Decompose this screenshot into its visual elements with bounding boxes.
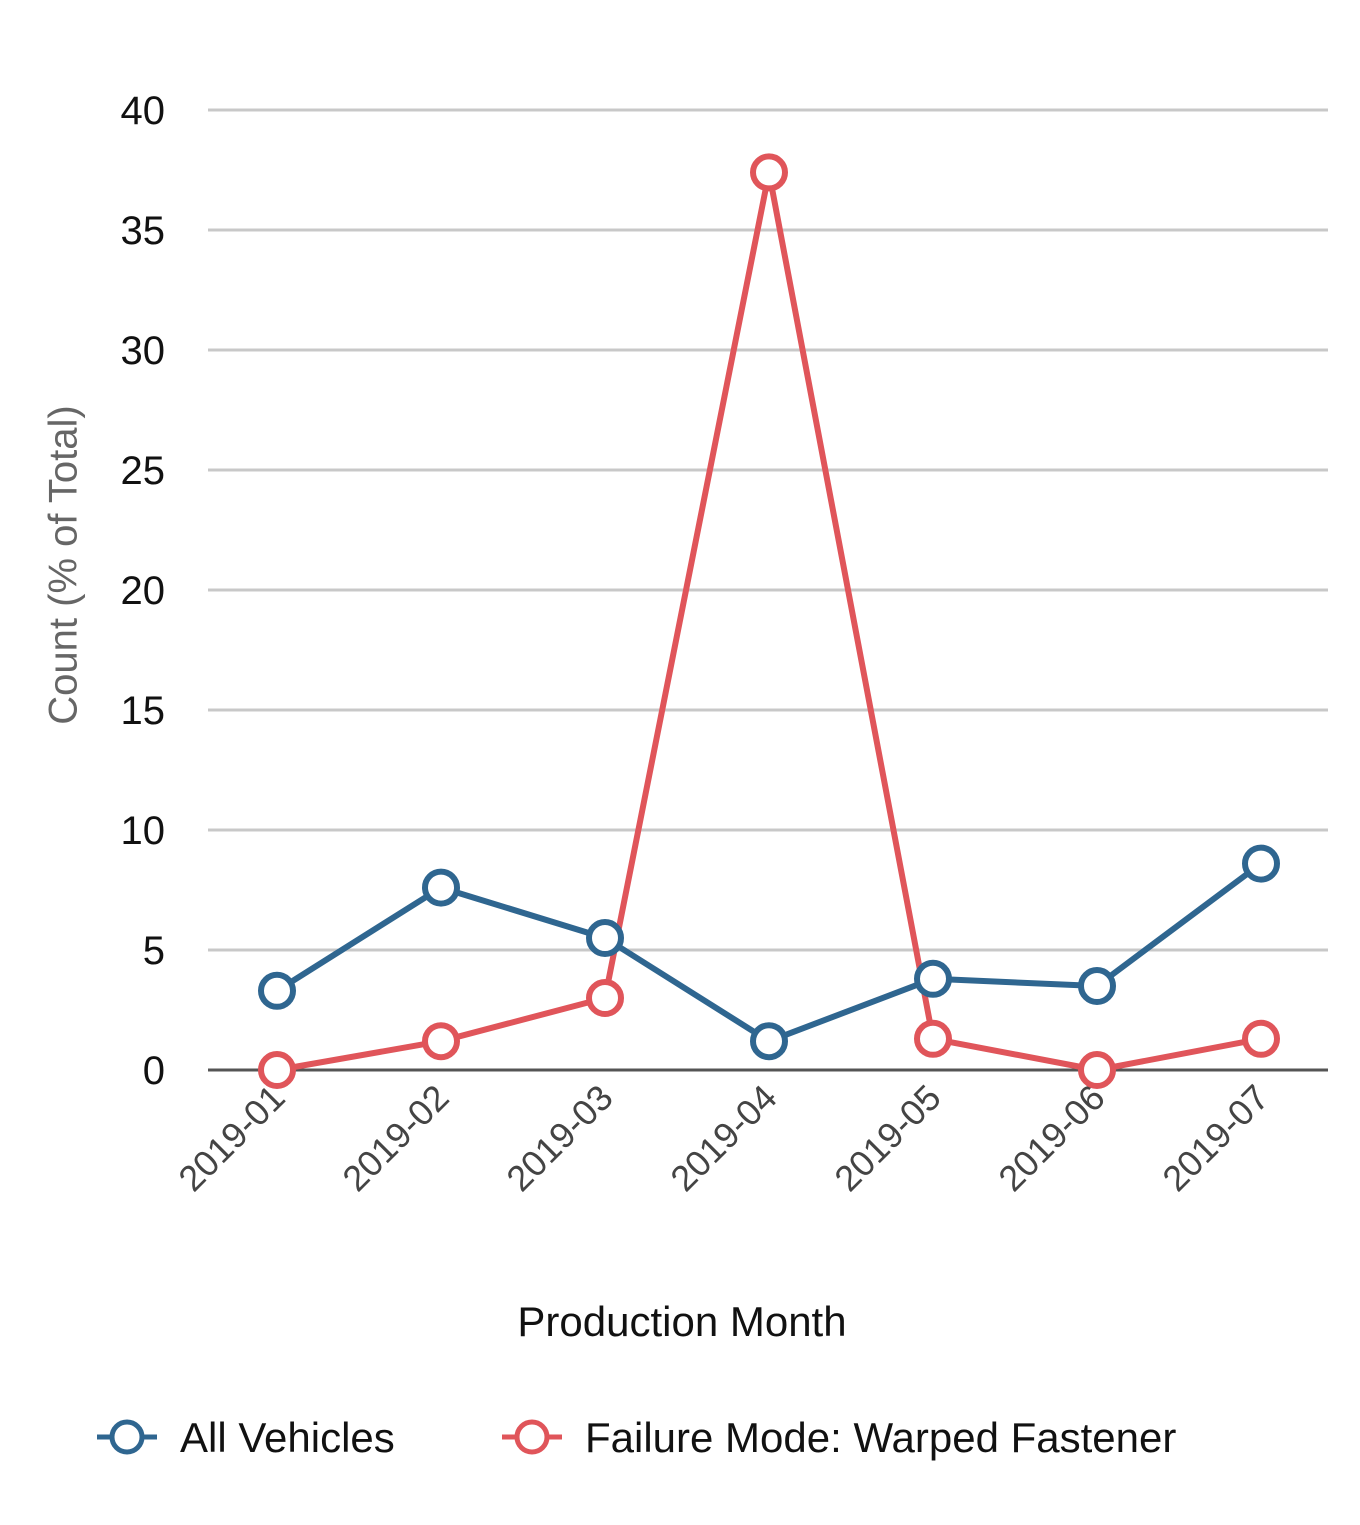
series-line xyxy=(274,169,1264,1073)
series-lines xyxy=(258,153,1280,1089)
y-tick-label: 30 xyxy=(121,329,166,373)
y-tick-label: 15 xyxy=(121,689,166,733)
y-tick-label: 10 xyxy=(121,809,166,853)
data-point xyxy=(1078,1051,1116,1089)
data-point xyxy=(422,1022,460,1061)
data-point xyxy=(586,919,624,957)
y-tick-label: 25 xyxy=(121,449,166,493)
data-point xyxy=(750,153,788,192)
y-tick-label: 40 xyxy=(121,89,166,133)
legend-swatch-marker xyxy=(109,1419,145,1455)
y-tick-label: 5 xyxy=(143,929,165,973)
data-point xyxy=(258,971,296,1010)
y-tick-label: 35 xyxy=(121,209,166,253)
legend-item-all-vehicles: All Vehicles xyxy=(97,1414,395,1461)
data-point xyxy=(422,868,460,907)
x-tick-label: 2019-04 xyxy=(662,1077,784,1199)
legend: All Vehicles Failure Mode: Warped Fasten… xyxy=(97,1414,1176,1461)
data-point xyxy=(1242,1019,1280,1058)
y-axis-ticks: 0 5 10 15 20 25 30 35 40 xyxy=(121,89,166,1093)
data-point xyxy=(914,959,952,998)
x-tick-label: 2019-01 xyxy=(170,1077,292,1199)
x-tick-label: 2019-03 xyxy=(498,1077,620,1199)
legend-item-failure-mode: Failure Mode: Warped Fastener xyxy=(502,1414,1176,1461)
x-axis-title: Production Month xyxy=(517,1298,846,1345)
data-point xyxy=(1242,844,1280,883)
y-axis-title: Count (% of Total) xyxy=(42,405,86,724)
data-point xyxy=(750,1022,788,1061)
data-point xyxy=(258,1051,296,1089)
grid-lines xyxy=(208,108,1328,952)
y-tick-label: 20 xyxy=(121,569,166,613)
x-axis-ticks: 2019-01 2019-02 2019-03 2019-04 2019-05 2019-… xyxy=(170,1077,1276,1199)
data-point xyxy=(914,1019,952,1058)
x-tick-label: 2019-05 xyxy=(826,1077,948,1199)
legend-label: All Vehicles xyxy=(180,1414,395,1461)
x-tick-label: 2019-06 xyxy=(990,1077,1112,1199)
x-tick-label: 2019-07 xyxy=(1154,1077,1276,1199)
y-tick-label: 0 xyxy=(143,1049,165,1093)
x-tick-label: 2019-02 xyxy=(334,1077,456,1199)
legend-label: Failure Mode: Warped Fastener xyxy=(585,1414,1176,1461)
data-point xyxy=(1078,967,1116,1005)
legend-swatch-marker xyxy=(514,1419,550,1455)
data-point xyxy=(586,979,624,1017)
